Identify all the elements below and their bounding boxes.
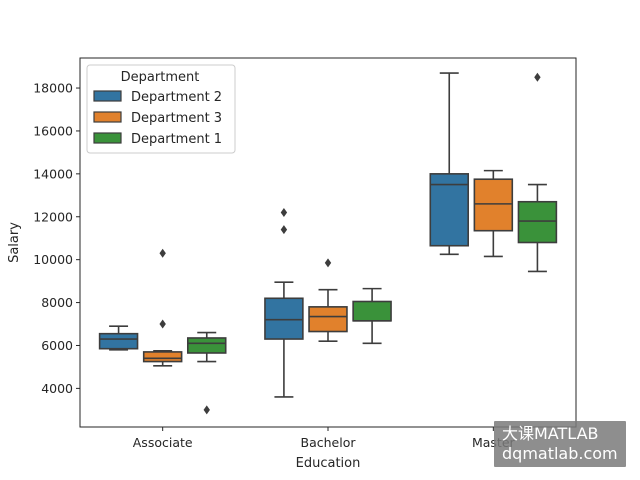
box-department-2-master	[429, 72, 470, 256]
watermark-background	[494, 421, 626, 467]
y-tick-label: 16000	[33, 123, 73, 138]
box-department-2-associate	[98, 325, 139, 351]
y-tick-label: 8000	[41, 295, 73, 310]
y-tick-label: 4000	[41, 381, 73, 396]
watermark-line2: dqmatlab.com	[502, 444, 618, 463]
box	[352, 300, 392, 322]
watermark-line1: 大课MATLAB	[502, 424, 599, 443]
box	[264, 297, 304, 340]
legend-items: Department 2 Department 3 Department 1	[93, 90, 222, 147]
x-tick-label: Associate	[133, 435, 193, 450]
legend-swatch	[93, 132, 122, 144]
box	[429, 173, 470, 247]
box-department-1-bachelor	[352, 287, 392, 345]
y-tick-label: 12000	[33, 209, 73, 224]
outlier-point	[159, 248, 166, 258]
box-department-2-bachelor	[264, 207, 304, 398]
box	[186, 337, 227, 354]
y-tick-label: 10000	[33, 252, 73, 267]
box-department-3-master	[473, 169, 514, 258]
box-department-3-bachelor	[308, 258, 348, 342]
legend-swatch	[93, 111, 122, 123]
legend-swatch	[93, 90, 122, 102]
legend-frame	[86, 64, 236, 154]
y-tick-label: 14000	[33, 166, 73, 181]
y-tick-label: 6000	[41, 338, 73, 353]
outlier-point	[203, 405, 210, 415]
legend-label: Department 3	[131, 111, 222, 126]
outlier-point	[534, 72, 541, 82]
plot-area	[98, 72, 558, 415]
box-department-3-associate	[142, 248, 183, 367]
box	[473, 178, 514, 232]
outlier-point	[280, 207, 288, 217]
x-axis: Associate Bachelor Master	[133, 427, 516, 450]
y-axis: 4000 6000 8000 10000 12000 14000 16000 18000	[33, 81, 80, 396]
watermark: 大课MATLAB dqmatlab.com	[494, 421, 626, 467]
y-axis-label: Salary	[7, 222, 22, 263]
box-department-1-associate	[186, 331, 227, 415]
outlier-point	[159, 319, 166, 329]
legend-label: Department 1	[131, 132, 222, 147]
box-department-1-master	[517, 72, 558, 273]
x-tick-label: Bachelor	[301, 435, 357, 450]
outlier-point	[324, 258, 332, 268]
x-axis-label: Education	[296, 456, 361, 471]
box	[142, 351, 183, 363]
box	[517, 200, 558, 244]
legend-title: Department	[121, 70, 200, 85]
box	[98, 332, 139, 350]
legend-label: Department 2	[131, 90, 222, 105]
y-tick-label: 18000	[33, 81, 73, 96]
box	[308, 306, 348, 333]
outlier-point	[280, 225, 288, 235]
